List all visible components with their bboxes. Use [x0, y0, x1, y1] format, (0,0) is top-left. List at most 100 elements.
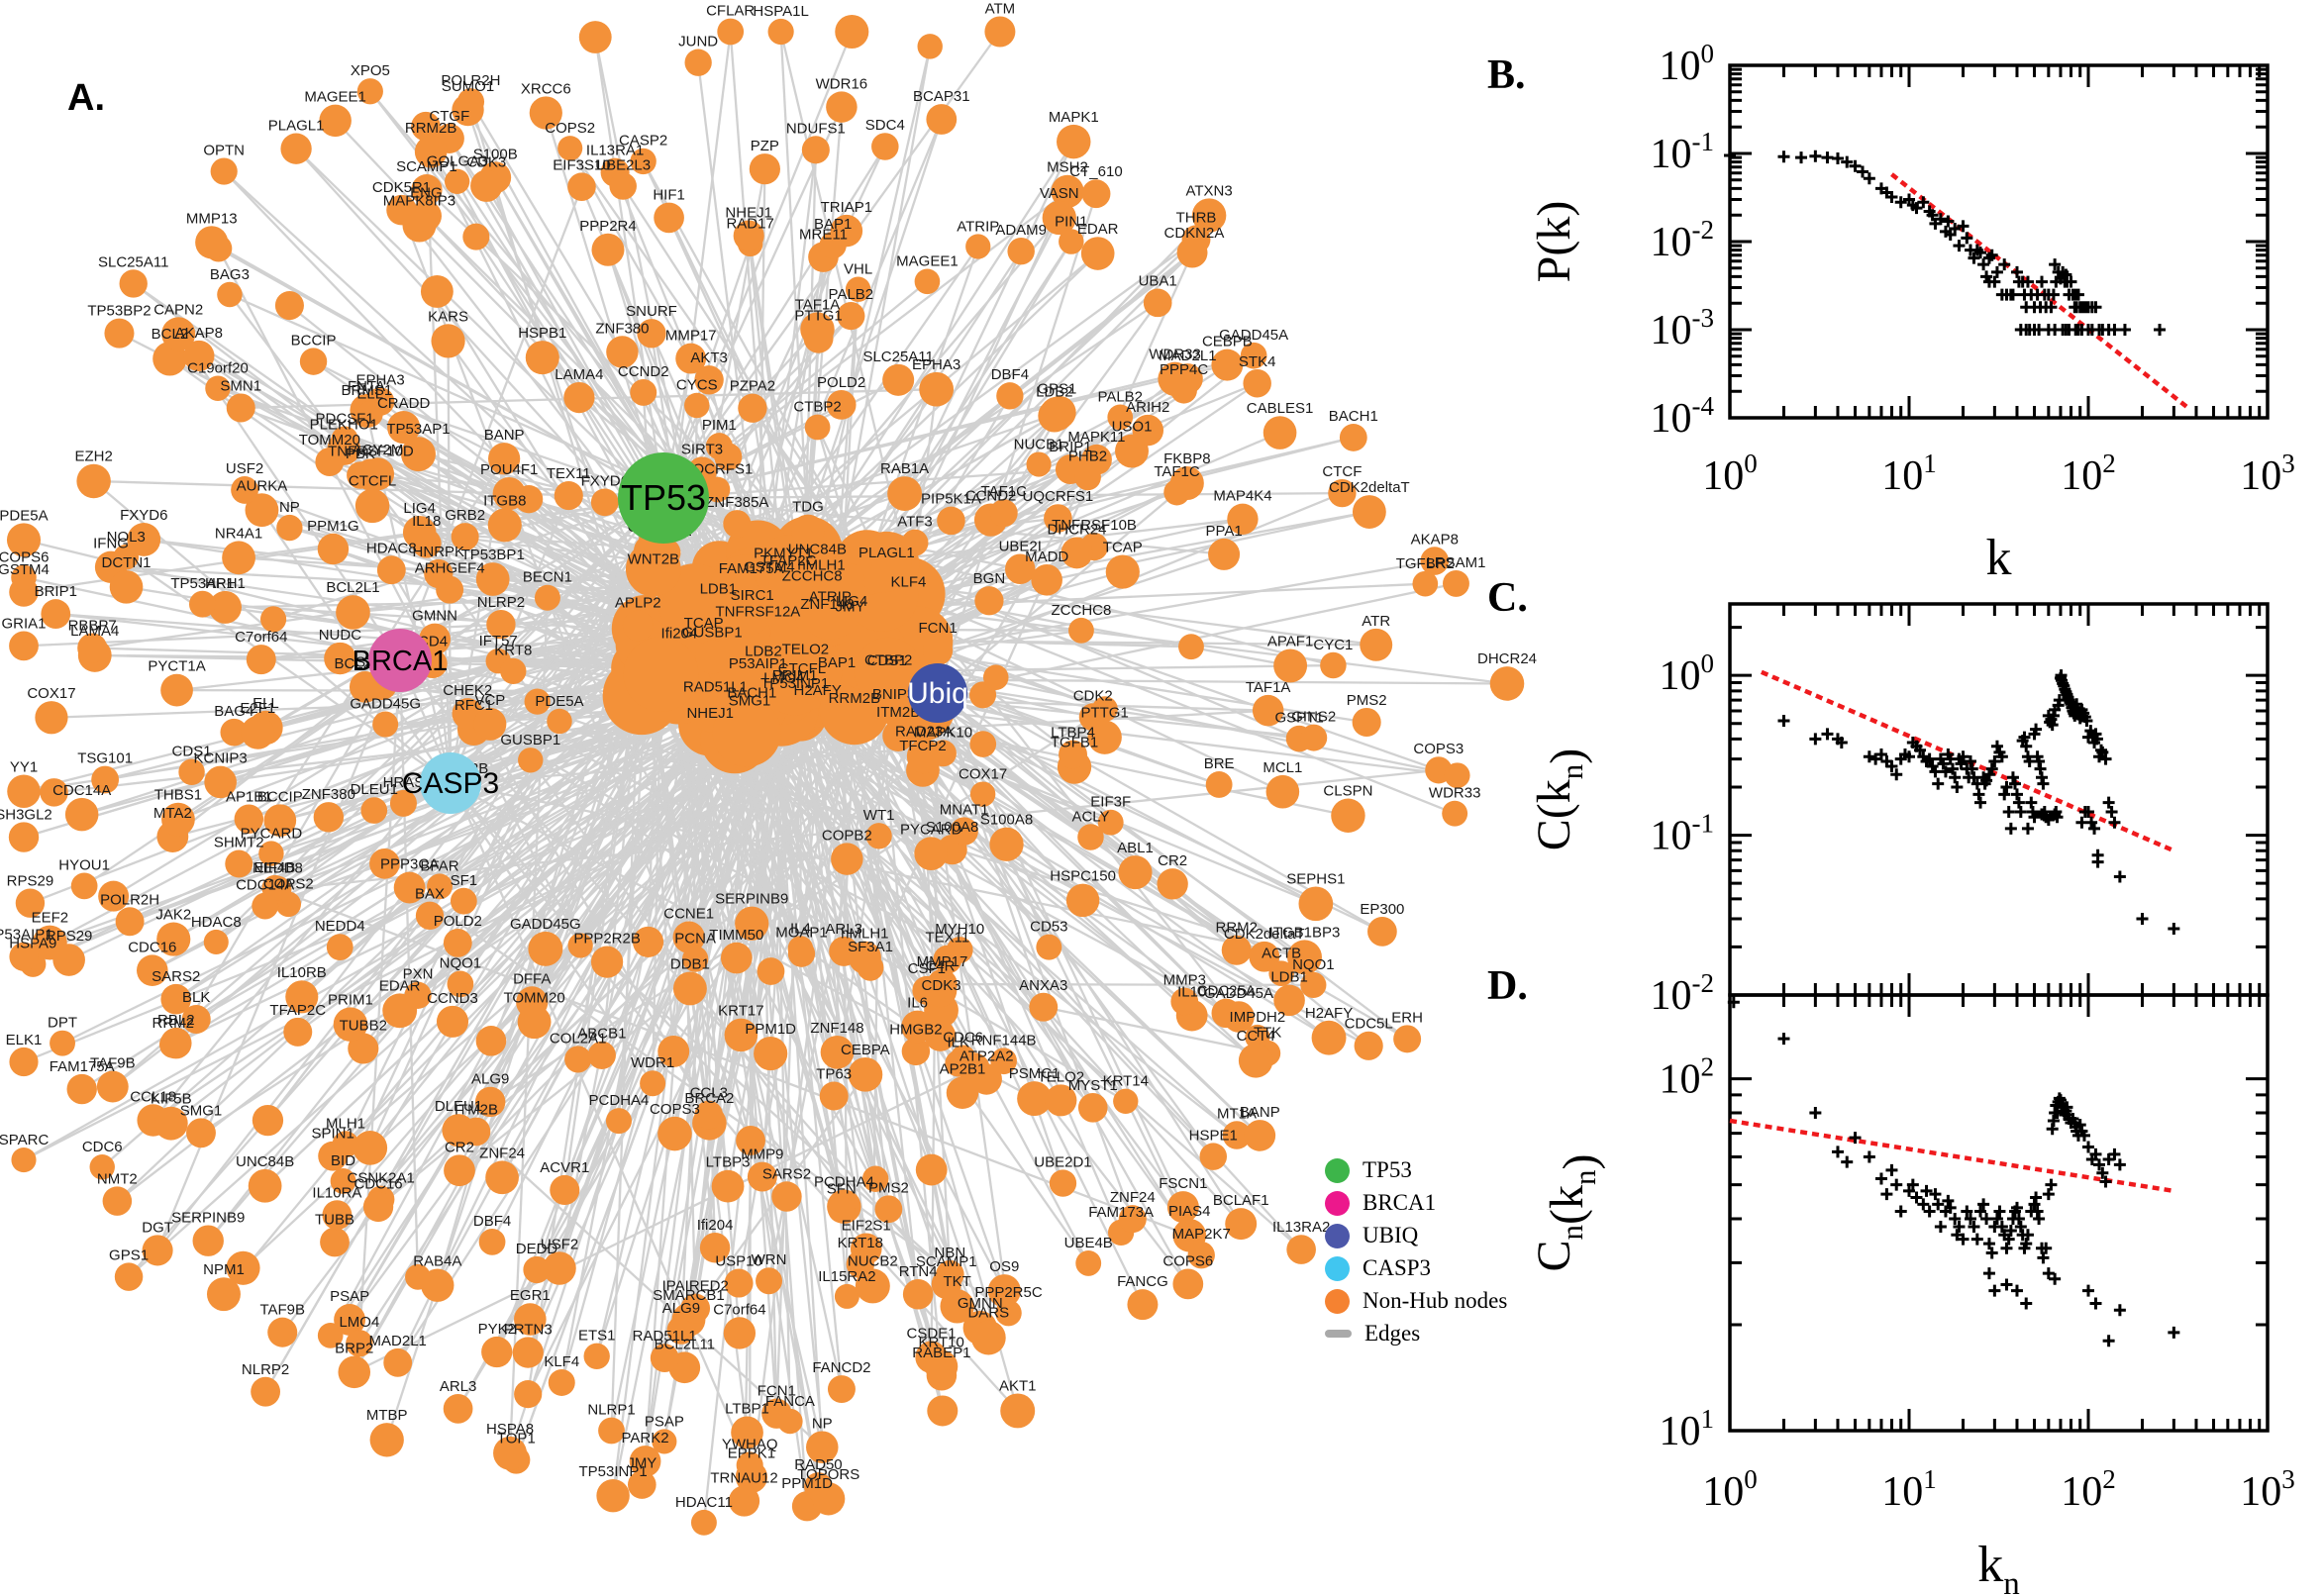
network-node	[1178, 634, 1204, 660]
gene-label: HDAC8	[366, 540, 417, 556]
network-node	[923, 973, 958, 1008]
gene-label: ZCCHC8	[782, 568, 843, 585]
network-node	[1075, 1249, 1102, 1276]
network-node	[1367, 916, 1397, 947]
gene-label: BRIP1	[35, 583, 77, 600]
gene-label: MAPK10	[914, 724, 972, 741]
gene-label: EIF3S10	[553, 156, 610, 173]
network-node	[322, 1200, 353, 1231]
gene-label: BCL2L1	[326, 579, 379, 596]
gene-label: ATRIP	[809, 588, 852, 605]
gene-label: CDC5L	[1345, 1016, 1393, 1033]
gene-label: HMGB2	[889, 1022, 942, 1039]
gene-label: PRIM1	[328, 991, 373, 1008]
network-node	[142, 1235, 173, 1266]
network-node	[1311, 1020, 1347, 1055]
gene-label: XRCC6	[521, 80, 571, 97]
gene-label: NOL3	[107, 529, 146, 546]
network-node	[819, 232, 847, 259]
network-node	[1238, 1043, 1273, 1078]
gene-label: CTCFL	[778, 660, 826, 677]
gene-label: GUSBP1	[500, 732, 560, 748]
network-node	[299, 348, 328, 375]
gene-label: RAD51L1	[633, 1328, 697, 1345]
gene-label: TP63	[816, 1066, 852, 1083]
network-node	[1157, 868, 1188, 900]
gene-label: GADD45A	[1204, 985, 1273, 1002]
network-node	[252, 892, 279, 920]
network-node	[927, 1395, 959, 1427]
network-node	[183, 340, 215, 372]
network-node	[731, 1416, 763, 1449]
network-node	[514, 1380, 543, 1409]
gene-label: BID	[331, 1152, 355, 1169]
network-node	[360, 797, 388, 824]
network-node	[205, 375, 231, 401]
gene-label: CDKN2A	[1163, 225, 1224, 242]
network-node	[548, 1368, 575, 1396]
network-node	[1074, 463, 1101, 491]
network-node	[445, 168, 470, 194]
gene-label: HRH1	[205, 575, 246, 592]
network-node	[1243, 368, 1271, 398]
gene-label: LDB2	[745, 643, 782, 659]
network-node	[1412, 570, 1439, 597]
gene-label: RAD51L1	[683, 678, 748, 695]
gene-label: PLAGL1	[858, 545, 915, 561]
gene-label: TP53BP1	[461, 547, 525, 563]
gene-label: TSG101	[77, 750, 133, 767]
gene-label: BCL2	[152, 326, 189, 343]
network-node	[1268, 960, 1294, 986]
network-node	[854, 535, 912, 593]
gene-label: ARL3	[440, 1378, 477, 1395]
network-node	[791, 514, 825, 548]
axis-tick-label: 10-1	[1651, 127, 1715, 177]
axis-tick-label: 10-4	[1651, 391, 1715, 442]
gene-label: SPARC	[0, 1132, 49, 1148]
network-node	[902, 1278, 934, 1310]
gene-label: CCNE1	[663, 906, 714, 923]
gene-label: GUSBP1	[682, 625, 743, 642]
network-node	[203, 929, 229, 954]
network-node	[1249, 941, 1280, 972]
gene-label: PPP4C	[1160, 361, 1208, 378]
network-node	[274, 290, 304, 321]
network-node	[672, 971, 707, 1006]
gene-label: NQO1	[1292, 956, 1335, 973]
gene-label: S100A8	[926, 819, 978, 836]
gene-label: VHL	[844, 260, 872, 277]
gene-label: WDR33	[1429, 785, 1481, 802]
gene-label: KRT10	[918, 1335, 963, 1351]
network-node	[11, 1147, 37, 1173]
network-node	[906, 739, 942, 774]
gene-label: BANP	[1240, 1104, 1280, 1121]
network-node	[738, 393, 767, 423]
gene-label: TEX11	[547, 465, 591, 482]
network-node	[387, 411, 421, 445]
gene-label: BACH1	[727, 685, 776, 702]
gene-label: HSPE1	[1189, 1127, 1238, 1144]
gene-label: CR2	[445, 1139, 474, 1155]
gene-label: COX17	[27, 685, 75, 702]
gene-label: IPAIRED2	[662, 1278, 729, 1295]
gene-label: HSPA9	[9, 936, 56, 952]
network-node	[720, 942, 753, 974]
gene-label: POLR2H	[441, 72, 500, 89]
network-node	[1118, 855, 1153, 890]
gene-label: DLEU1	[435, 1098, 482, 1115]
axis-tick-label: 100	[1660, 39, 1715, 89]
plot-frame	[1728, 63, 2270, 420]
gene-label: HRAS	[383, 774, 425, 791]
gene-label: WDR16	[816, 75, 868, 92]
gene-label: TFCP2	[899, 738, 947, 754]
network-node	[1489, 666, 1525, 701]
hub-node-brca1	[368, 629, 432, 692]
gene-label: CTBP2	[864, 651, 912, 668]
gene-label: NMT2	[97, 1170, 138, 1187]
gene-label: TAF9B	[90, 1055, 136, 1072]
gene-label: BACH1	[1329, 408, 1378, 425]
gene-label: DBF4	[473, 1213, 511, 1230]
network-node	[828, 1196, 856, 1224]
gene-label: CEBPB	[1202, 334, 1253, 350]
network-node	[711, 1169, 745, 1203]
